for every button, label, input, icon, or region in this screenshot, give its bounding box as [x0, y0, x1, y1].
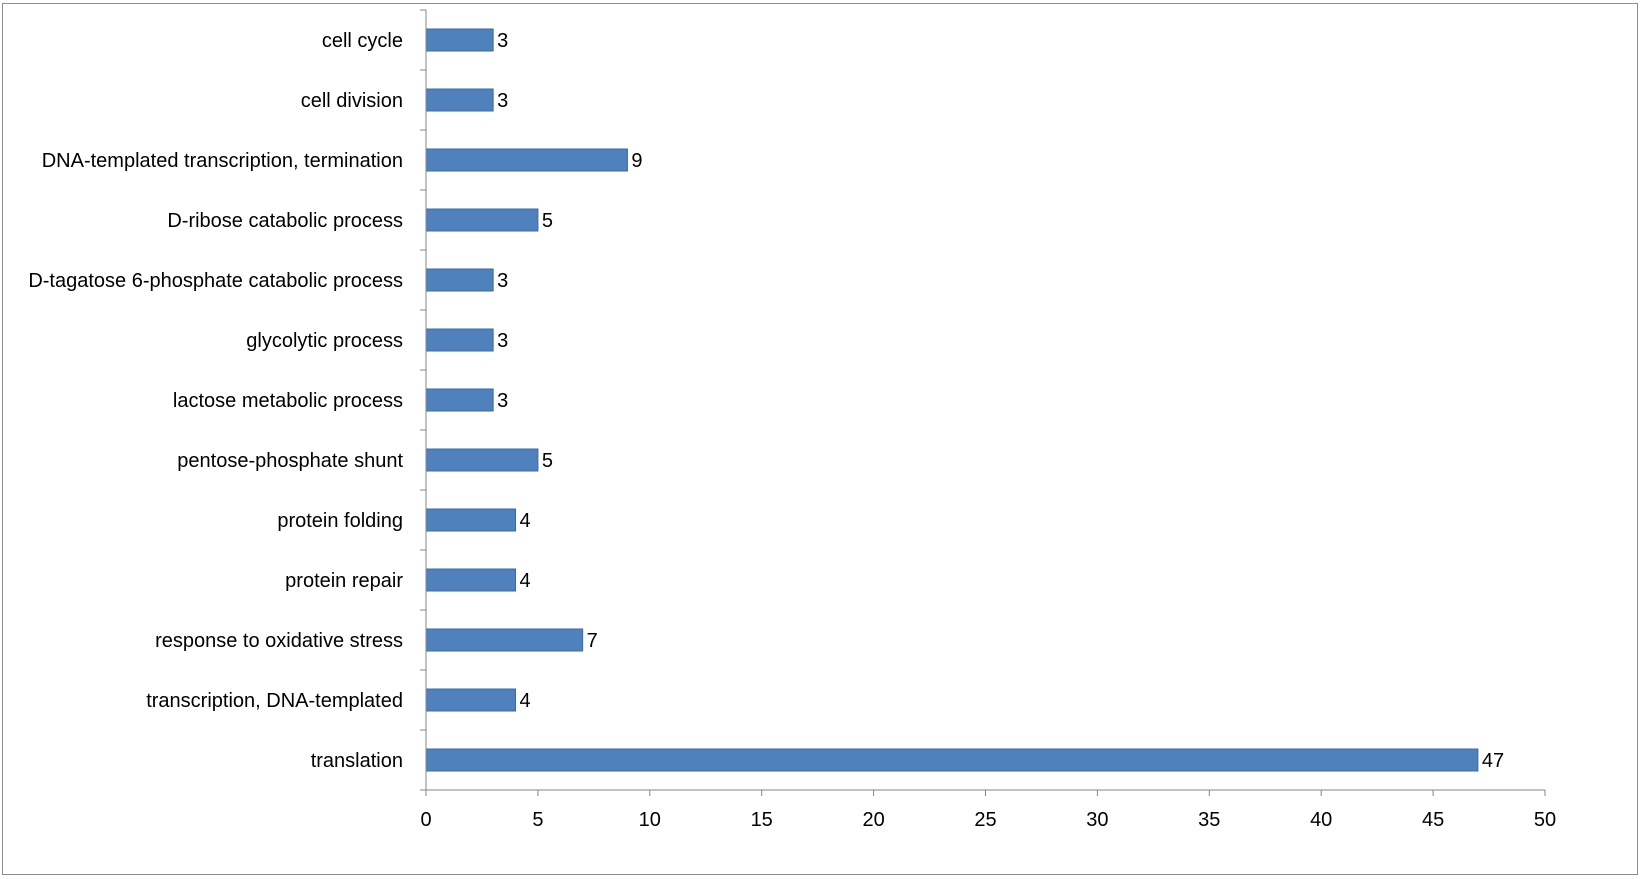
category-label: pentose-phosphate shunt	[177, 450, 403, 472]
data-label: 3	[497, 90, 508, 112]
bar	[425, 688, 517, 712]
data-label: 4	[520, 510, 531, 532]
category-label: transcription, DNA-templated	[146, 690, 403, 712]
x-tick-label: 25	[974, 809, 996, 831]
bars-layer	[425, 28, 1479, 772]
bar	[425, 148, 628, 172]
bar	[425, 208, 539, 232]
x-tick-label: 0	[420, 809, 431, 831]
bar	[425, 388, 494, 412]
bar	[425, 88, 494, 112]
data-label: 3	[497, 30, 508, 52]
labels-layer: cell cycle 3 cell division 3 DNA-templated t…	[28, 30, 1556, 831]
category-label: D-tagatose 6-phosphate catabolic process	[28, 270, 403, 292]
bar	[425, 568, 517, 592]
category-label: cell division	[301, 90, 403, 112]
category-label: protein repair	[285, 570, 403, 592]
x-tick-label: 15	[751, 809, 773, 831]
x-tick-label: 35	[1198, 809, 1220, 831]
data-label: 3	[497, 270, 508, 292]
x-tick-label: 40	[1310, 809, 1332, 831]
category-label: translation	[311, 750, 403, 772]
x-tick-label: 30	[1086, 809, 1108, 831]
data-label: 3	[497, 390, 508, 412]
category-label: glycolytic process	[246, 330, 403, 352]
category-label: response to oxidative stress	[155, 630, 403, 652]
bar	[425, 628, 584, 652]
x-tick-label: 5	[532, 809, 543, 831]
bar	[425, 268, 494, 292]
category-label: protein folding	[277, 510, 403, 532]
x-tick-label: 20	[862, 809, 884, 831]
category-label: D-ribose catabolic process	[167, 210, 403, 232]
x-tick-label: 10	[639, 809, 661, 831]
data-label: 7	[587, 630, 598, 652]
category-label: cell cycle	[322, 30, 403, 52]
data-label: 4	[520, 570, 531, 592]
axis-layer	[420, 9, 1546, 796]
bar	[425, 508, 517, 532]
chart-frame	[2, 3, 1638, 875]
data-label: 47	[1482, 750, 1504, 772]
data-label: 9	[631, 150, 642, 172]
data-label: 4	[520, 690, 531, 712]
bar	[425, 328, 494, 352]
category-label: DNA-templated transcription, termination	[42, 150, 403, 172]
x-tick-label: 50	[1534, 809, 1556, 831]
data-label: 3	[497, 330, 508, 352]
bar	[425, 448, 539, 472]
category-label: lactose metabolic process	[173, 390, 403, 412]
bar	[425, 748, 1479, 772]
bar	[425, 28, 494, 52]
x-tick-label: 45	[1422, 809, 1444, 831]
data-label: 5	[542, 210, 553, 232]
data-label: 5	[542, 450, 553, 472]
